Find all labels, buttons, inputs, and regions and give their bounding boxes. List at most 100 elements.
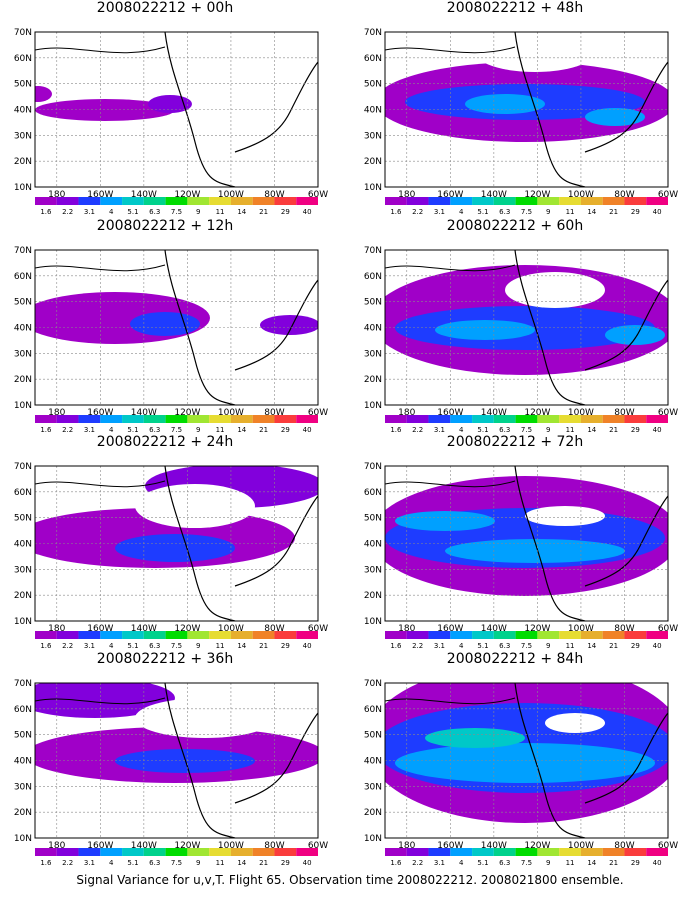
lon-tick-label: 140W [481,841,507,851]
colorbar-label: 7.5 [521,859,532,867]
colorbar-swatch [559,631,581,639]
lat-tick-label: 20N [364,157,382,167]
lon-tick-label: 80W [614,624,634,634]
lon-tick-label: 120W [174,408,200,418]
colorbar-swatch [406,631,429,639]
lat-tick-label: 20N [14,808,32,818]
colorbar-swatch [537,415,560,423]
colorbar-swatch [78,415,101,423]
colorbar-swatch [385,197,407,205]
coastline [385,264,516,272]
field-layer [385,32,668,187]
colorbar-swatch [274,197,297,205]
colorbar-label: 4 [459,859,464,867]
colorbar-swatch [143,197,166,205]
coastline [35,697,166,705]
field-layer [385,466,668,621]
lat-tick-label: 10N [364,834,382,844]
colorbar-label: 11 [216,208,225,216]
colorbar-swatch [296,197,318,205]
field-layer [35,683,318,838]
lat-tick-label: 60N [364,54,382,64]
colorbar-swatch [187,848,210,856]
coastline [234,279,318,371]
low-variance-region [135,484,255,528]
colorbar-swatch [209,197,231,205]
lon-tick-label: 120W [524,408,550,418]
lon-tick-label: 100W [568,408,594,418]
colorbar-swatch [428,197,451,205]
colorbar-label: 14 [587,208,596,216]
colorbar-swatch [493,848,516,856]
colorbar-label: 2.2 [62,426,73,434]
colorbar-swatch [187,415,210,423]
colorbar-label: 6.3 [149,426,160,434]
colorbar-swatch [646,415,668,423]
coastline [35,480,166,488]
colorbar-swatch [122,415,144,423]
colorbar-swatch [602,631,625,639]
lat-tick-label: 50N [14,80,32,90]
lat-tick-label: 20N [364,808,382,818]
field-layer [35,250,318,405]
colorbar-label: 6.3 [499,859,510,867]
colorbar-swatch [78,848,101,856]
colorbar-label: 5.1 [127,642,138,650]
colorbar-label: 1.6 [40,208,52,216]
lat-tick-label: 70N [364,28,382,38]
lon-tick-label: 160W [87,624,113,634]
colorbar-label: 3.1 [84,859,95,867]
lat-tick-label: 70N [364,462,382,472]
lon-tick-label: 80W [614,408,634,418]
colorbar-swatch [165,848,188,856]
colorbar-label: 2.2 [412,642,423,650]
lat-tick-label: 40N [364,757,382,767]
colorbar-swatch [56,631,79,639]
colorbar-label: 5.1 [477,642,488,650]
coastline [164,466,236,621]
colorbar-swatch [515,415,538,423]
colorbar-swatch [472,848,494,856]
lon-tick-label: 140W [481,190,507,200]
colorbar-label: 2.2 [412,208,423,216]
map-frame [34,249,319,406]
lat-tick-label: 20N [14,591,32,601]
lat-tick-label: 50N [14,514,32,524]
lat-tick-label: 60N [14,488,32,498]
colorbar-label: 5.1 [477,426,488,434]
lon-tick-label: 120W [174,624,200,634]
lat-tick-label: 50N [14,731,32,741]
lat-tick-label: 10N [14,834,32,844]
coastline [234,61,318,153]
map-panel: 2008022212 + 24h 10N 20N 30N 40N 50N 60N 70N 180… [0,434,330,652]
panel-title: 2008022212 + 84h [446,651,584,667]
colorbar-swatch [646,197,668,205]
colorbar-swatch [515,848,538,856]
lon-tick-label: 80W [264,190,284,200]
map-frame [384,31,669,188]
colorbar-label: 7.5 [521,426,532,434]
colorbar-swatch [35,631,57,639]
low-variance-region [475,32,595,72]
colorbar-label: 11 [216,426,225,434]
lat-tick-label: 40N [364,106,382,116]
map-plot: 10N 20N 30N 40N 50N 60N 70N 180 160W 140W 120W 100W… [364,462,678,650]
lat-tick-label: 30N [364,565,382,575]
colorbar-label: 7.5 [171,859,182,867]
colorbar-swatch [274,631,297,639]
colorbar-swatch [493,631,516,639]
colorbar-label: 4 [109,859,114,867]
lon-tick-label: 100W [218,624,244,634]
lat-tick-label: 30N [14,131,32,141]
panel-title: 2008022212 + 36h [96,651,234,667]
lon-tick-label: 140W [131,190,157,200]
colorbar-label: 3.1 [84,426,95,434]
colorbar-swatch [537,197,560,205]
lon-tick-label: 60W [308,841,328,851]
colorbar-label: 40 [653,208,662,216]
colorbar-swatch [450,415,473,423]
lat-tick-label: 60N [14,272,32,282]
colorbar-label: 40 [303,642,312,650]
colorbar-label: 5.1 [127,859,138,867]
colorbar-swatch [187,197,210,205]
